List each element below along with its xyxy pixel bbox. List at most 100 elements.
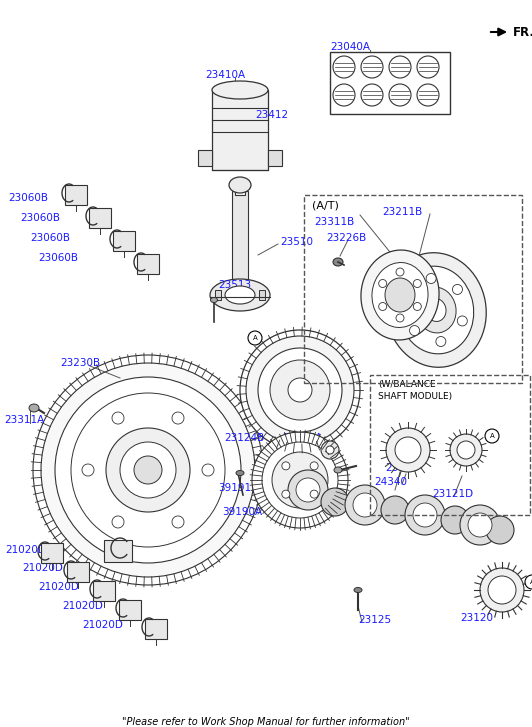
- Bar: [89, 208, 111, 228]
- Text: 23412: 23412: [255, 110, 288, 120]
- Circle shape: [262, 442, 338, 518]
- Circle shape: [310, 490, 318, 498]
- Text: A: A: [253, 335, 257, 341]
- Bar: [268, 150, 282, 166]
- Circle shape: [396, 268, 404, 276]
- Circle shape: [413, 302, 421, 310]
- Text: 23230B: 23230B: [60, 358, 100, 368]
- Text: 23124B: 23124B: [224, 433, 264, 443]
- Bar: [198, 150, 212, 166]
- Circle shape: [172, 516, 184, 528]
- Circle shape: [525, 575, 532, 589]
- Circle shape: [480, 568, 524, 612]
- Ellipse shape: [229, 177, 251, 193]
- Text: 23060B: 23060B: [20, 213, 60, 223]
- Circle shape: [252, 432, 348, 528]
- Circle shape: [282, 462, 290, 470]
- Circle shape: [288, 378, 312, 402]
- Text: 21020D: 21020D: [82, 620, 123, 630]
- Ellipse shape: [398, 266, 473, 354]
- Circle shape: [386, 428, 430, 472]
- Polygon shape: [232, 191, 248, 287]
- Circle shape: [321, 488, 349, 516]
- Circle shape: [436, 337, 446, 347]
- Circle shape: [120, 442, 176, 498]
- Text: 23226B: 23226B: [326, 233, 366, 243]
- Text: 39191: 39191: [218, 483, 251, 493]
- Bar: [330, 52, 450, 114]
- Text: 23311A: 23311A: [4, 415, 44, 425]
- Circle shape: [353, 493, 377, 517]
- Text: 23126A: 23126A: [282, 433, 322, 443]
- Circle shape: [379, 302, 387, 310]
- Circle shape: [450, 434, 482, 466]
- Circle shape: [488, 576, 516, 604]
- Circle shape: [326, 446, 334, 454]
- Text: 21020D: 21020D: [62, 601, 103, 611]
- Text: "Please refer to Work Shop Manual for further information": "Please refer to Work Shop Manual for fu…: [122, 717, 410, 727]
- Text: 21020D: 21020D: [22, 563, 63, 573]
- Circle shape: [460, 505, 500, 545]
- Circle shape: [396, 314, 404, 322]
- Text: 23121D: 23121D: [432, 489, 473, 499]
- Circle shape: [288, 470, 328, 510]
- Circle shape: [468, 513, 492, 537]
- Circle shape: [485, 429, 499, 443]
- Bar: [65, 185, 87, 205]
- Bar: [104, 540, 132, 562]
- Bar: [137, 254, 159, 274]
- Ellipse shape: [426, 299, 446, 321]
- Circle shape: [258, 348, 342, 432]
- Text: 23060B: 23060B: [8, 193, 48, 203]
- Ellipse shape: [386, 253, 486, 367]
- Circle shape: [410, 326, 420, 336]
- Circle shape: [310, 462, 318, 470]
- Circle shape: [71, 393, 225, 547]
- Text: 23060B: 23060B: [30, 233, 70, 243]
- Circle shape: [82, 464, 94, 476]
- Ellipse shape: [236, 470, 244, 475]
- Circle shape: [458, 316, 467, 326]
- Text: FR.: FR.: [513, 25, 532, 39]
- Bar: [145, 619, 167, 639]
- Text: 23513: 23513: [218, 280, 251, 290]
- Circle shape: [112, 412, 124, 424]
- Circle shape: [379, 279, 387, 287]
- Circle shape: [134, 456, 162, 484]
- Text: A: A: [489, 433, 494, 439]
- Text: 23111: 23111: [385, 463, 418, 473]
- Bar: [304, 195, 522, 383]
- Circle shape: [240, 330, 360, 450]
- Text: 21020D: 21020D: [5, 545, 46, 555]
- Circle shape: [202, 464, 214, 476]
- Text: (W/BALANCE
SHAFT MODULE): (W/BALANCE SHAFT MODULE): [378, 380, 452, 401]
- Text: 23410A: 23410A: [205, 70, 245, 80]
- Text: A: A: [530, 579, 532, 585]
- Bar: [41, 543, 63, 563]
- Ellipse shape: [333, 258, 343, 266]
- Circle shape: [452, 284, 462, 294]
- Bar: [215, 290, 221, 300]
- Circle shape: [272, 452, 328, 508]
- Ellipse shape: [212, 81, 268, 99]
- Circle shape: [405, 294, 414, 304]
- Ellipse shape: [385, 278, 415, 312]
- Circle shape: [395, 437, 421, 463]
- Text: 23125: 23125: [358, 615, 391, 625]
- Bar: [113, 231, 135, 251]
- Text: 24340: 24340: [374, 477, 407, 487]
- Ellipse shape: [354, 587, 362, 593]
- Bar: [67, 562, 89, 582]
- Circle shape: [41, 363, 255, 577]
- Circle shape: [413, 279, 421, 287]
- Text: 39190A: 39190A: [222, 507, 262, 517]
- Circle shape: [457, 441, 475, 459]
- Text: 23040A: 23040A: [330, 42, 370, 52]
- Bar: [119, 600, 141, 620]
- Ellipse shape: [225, 286, 255, 304]
- Text: 23211B: 23211B: [382, 207, 422, 217]
- Text: 23120: 23120: [460, 613, 493, 623]
- Circle shape: [345, 485, 385, 525]
- Bar: [259, 290, 265, 300]
- Circle shape: [246, 336, 354, 444]
